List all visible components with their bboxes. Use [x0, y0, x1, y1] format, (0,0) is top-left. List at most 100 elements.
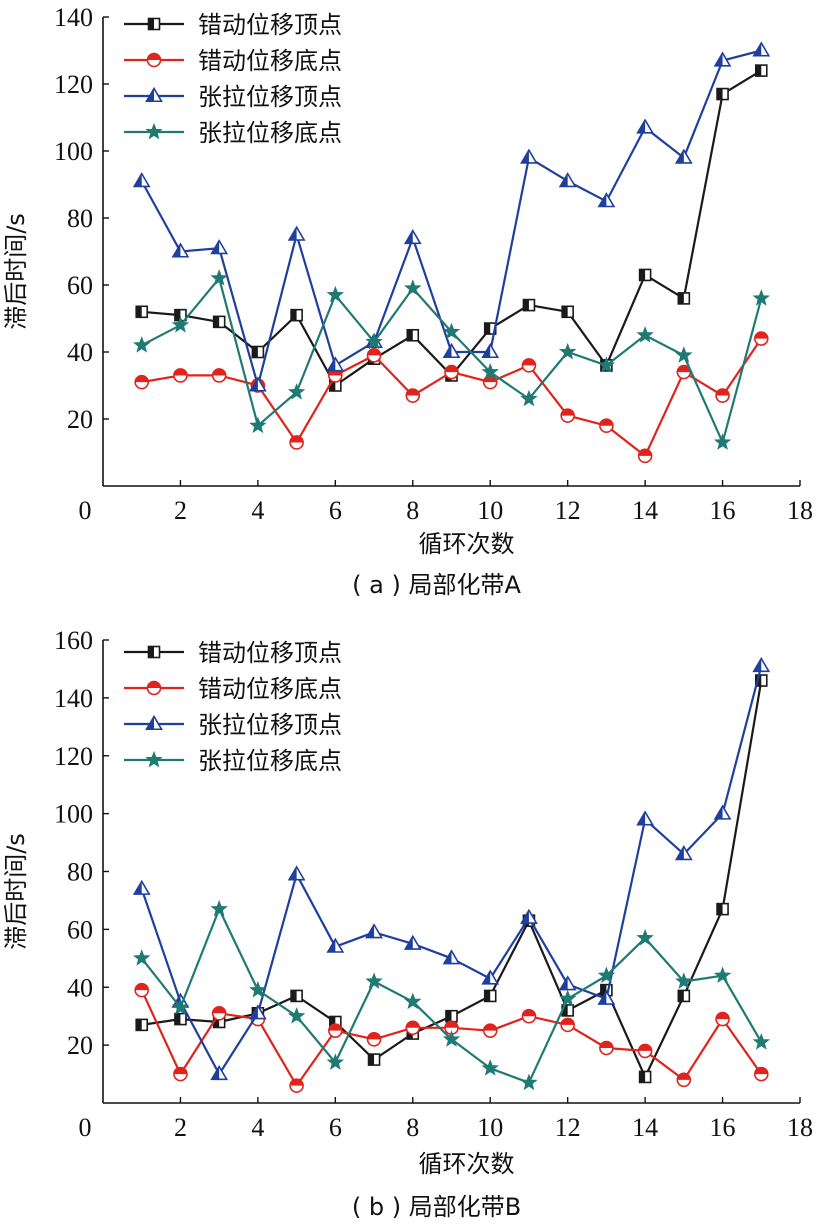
x-tick-label: 10: [477, 1113, 503, 1142]
data-point-fill: [676, 846, 684, 860]
data-point-fill: [212, 1006, 226, 1014]
data-point-fill: [717, 88, 723, 100]
x-tick-label: 10: [477, 496, 503, 525]
data-point-fill: [677, 1073, 691, 1080]
data-point: [326, 285, 345, 303]
x-tick-label: 18: [787, 1113, 813, 1142]
data-point: [481, 1059, 499, 1076]
data-point: [210, 899, 228, 917]
legend-marker-fill: [148, 646, 154, 658]
y-axis-label: 滞后时间/s: [2, 213, 30, 330]
legend-marker-fill: [146, 88, 154, 102]
data-point-fill: [560, 173, 568, 187]
data-point: [171, 998, 190, 1015]
y-tick-label: 140: [54, 684, 93, 713]
data-point-fill: [134, 881, 142, 895]
y-tick-label: 20: [67, 405, 93, 434]
x-tick-label: 8: [406, 496, 419, 525]
data-point-fill: [678, 292, 684, 304]
data-point: [133, 336, 151, 353]
data-point-fill: [174, 1013, 181, 1025]
data-point: [171, 316, 190, 333]
data-point-fill: [367, 348, 381, 356]
data-point: [249, 416, 267, 434]
x-axis-label: 循环次数: [419, 530, 515, 558]
data-point-fill: [716, 1012, 730, 1020]
data-point-fill: [173, 1067, 187, 1075]
x-tick-label: 14: [632, 1113, 658, 1142]
legend-marker-fill: [148, 18, 154, 30]
data-point: [210, 269, 228, 286]
data-point-fill: [211, 240, 220, 254]
data-point-fill: [755, 65, 762, 77]
y-axis-label: 滞后时间/s: [2, 833, 30, 950]
data-point-fill: [678, 990, 684, 1002]
data-point: [520, 389, 538, 407]
y-tick-label: 40: [67, 338, 93, 367]
x-tick-label: 4: [251, 1113, 264, 1142]
data-point-fill: [329, 1016, 336, 1028]
x-tick-label: 4: [251, 496, 264, 525]
data-point-fill: [328, 1024, 342, 1031]
data-point-fill: [484, 990, 491, 1002]
data-point: [365, 972, 383, 989]
series-1: [134, 331, 769, 464]
legend-marker: [145, 750, 163, 768]
data-point-fill: [368, 1054, 375, 1066]
y-tick-label: 120: [54, 742, 93, 771]
data-point: [752, 289, 770, 306]
data-point-fill: [753, 43, 762, 56]
data-point-fill: [290, 1079, 304, 1086]
x-tick-label: 18: [787, 496, 813, 525]
data-point-fill: [753, 658, 762, 672]
x-tick-label: 12: [555, 1113, 581, 1142]
data-point-fill: [444, 950, 452, 964]
y-tick-label: 60: [67, 915, 93, 944]
x-tick-label: 6: [329, 496, 342, 525]
y-tick-label: 100: [54, 800, 93, 829]
data-point-fill: [445, 1021, 458, 1028]
data-point-fill: [446, 1010, 452, 1022]
data-point-fill: [637, 120, 646, 133]
data-point-fill: [562, 306, 568, 318]
data-point-fill: [484, 323, 491, 335]
series-0: [135, 64, 768, 392]
data-point: [713, 966, 732, 984]
data-point: [597, 966, 616, 984]
data-point-fill: [715, 53, 723, 66]
data-point-fill: [717, 903, 723, 915]
data-point-fill: [754, 332, 768, 339]
data-point-fill: [291, 309, 297, 321]
data-point: [404, 992, 422, 1010]
data-point-fill: [134, 173, 142, 187]
chart-caption: ( b ) 局部化带B: [352, 1193, 521, 1221]
data-point: [558, 342, 577, 360]
legend-label: 张拉位移底点: [198, 747, 342, 775]
data-point-fill: [213, 316, 220, 328]
data-point: [249, 981, 267, 998]
y-tick-label: 20: [67, 1031, 93, 1060]
series-3: [133, 899, 770, 1091]
data-point-fill: [599, 1041, 613, 1049]
data-point-fill: [598, 193, 607, 207]
series-1: [134, 982, 769, 1093]
data-point-fill: [562, 1004, 568, 1016]
x-tick-label: 0: [79, 496, 92, 525]
x-tick-label: 0: [79, 1113, 92, 1142]
legend-marker-fill: [147, 681, 161, 688]
data-point-fill: [561, 409, 575, 416]
data-point-fill: [638, 449, 652, 456]
data-point-fill: [250, 1005, 258, 1019]
chart-caption: ( a ) 局部化带A: [352, 571, 521, 599]
data-point-fill: [444, 344, 452, 358]
data-point-fill: [252, 346, 258, 358]
data-point-fill: [521, 150, 529, 163]
data-point-fill: [406, 389, 420, 396]
data-point-fill: [405, 936, 413, 950]
data-point-fill: [407, 329, 413, 341]
data-point-fill: [327, 357, 336, 371]
x-tick-label: 6: [329, 1113, 342, 1142]
data-point: [404, 279, 422, 296]
